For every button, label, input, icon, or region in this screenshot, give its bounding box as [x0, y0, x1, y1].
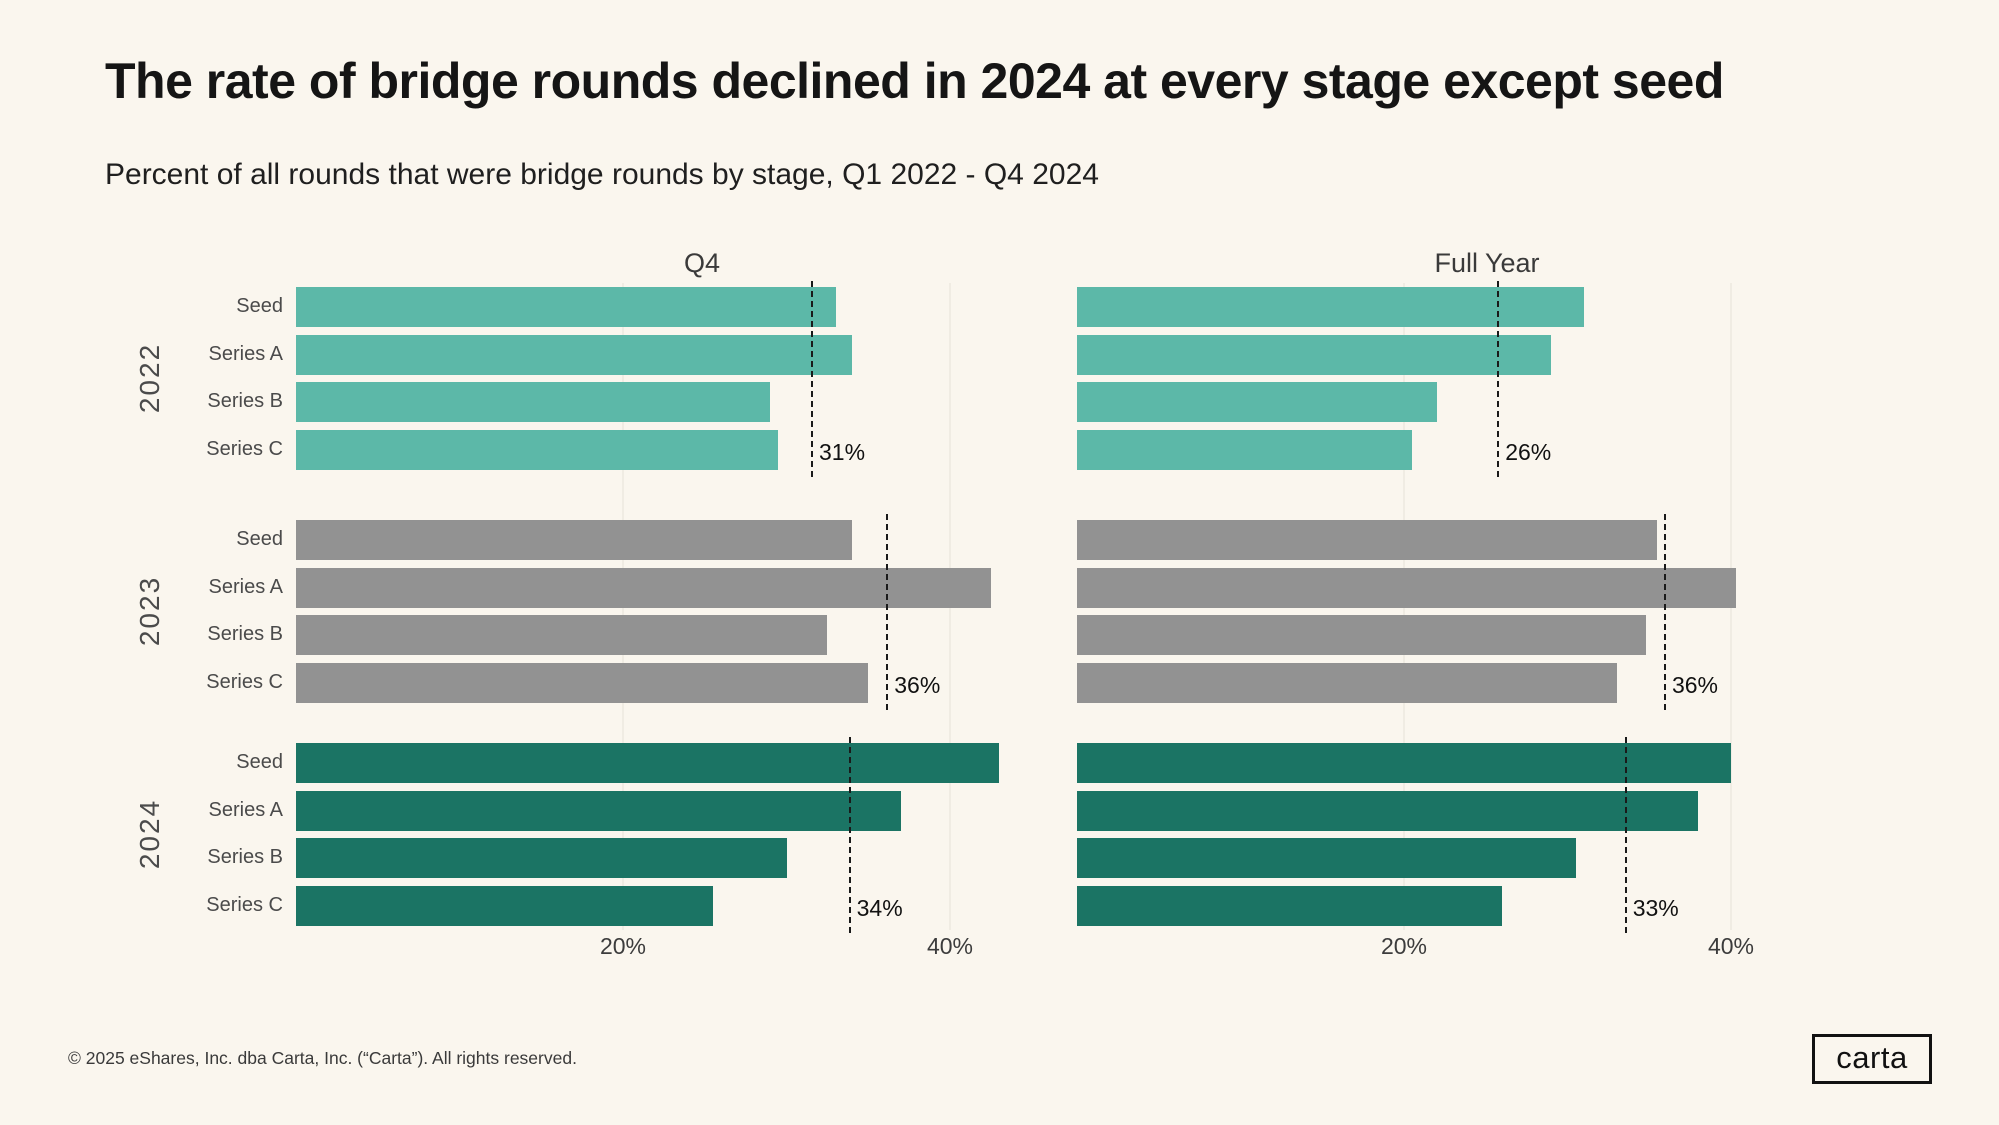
row-label-series-b-2022: Series B — [207, 390, 283, 412]
bar-2024-seed-full-year — [1077, 743, 1731, 783]
x-tick-label-20-full-year: 20% — [1380, 933, 1428, 959]
average-label-2024-full-year: 33% — [1632, 895, 1679, 921]
bar-2024-series-a-full-year — [1077, 790, 1699, 831]
chart-title: The rate of bridge rounds declined in 20… — [105, 53, 1724, 109]
row-label-series-c-2024: Series C — [206, 893, 283, 916]
bar-2023-seed-q4 — [296, 520, 852, 560]
row-label-series-a-2023: Series A — [208, 575, 283, 598]
row-label-series-a-2024: Series A — [208, 798, 283, 821]
copyright-note: © 2025 eShares, Inc. dba Carta, Inc. (“C… — [68, 1048, 577, 1068]
bar-2023-series-b-full-year — [1077, 615, 1646, 655]
average-line-2024-q4 — [848, 737, 851, 933]
row-label-series-c-2022: Series C — [206, 437, 283, 460]
carta-logo: carta — [1812, 1034, 1932, 1084]
average-line-2023-q4 — [886, 514, 889, 710]
average-line-2022-q4 — [811, 281, 814, 477]
carta-logo-text: carta — [1836, 1040, 1908, 1075]
average-label-2024-q4: 34% — [856, 895, 903, 921]
bar-2023-series-a-q4 — [296, 567, 991, 608]
row-label-series-b-2023: Series B — [207, 623, 283, 645]
row-label-series-a-2022: Series A — [208, 342, 283, 365]
bar-2023-series-c-full-year — [1077, 662, 1617, 703]
row-label-seed-2024: Seed — [236, 751, 283, 773]
average-label-2022-q4: 31% — [819, 439, 866, 465]
row-label-seed-2022: Seed — [236, 295, 283, 317]
bar-2022-series-b-q4 — [296, 382, 771, 422]
bar-2023-series-b-q4 — [296, 615, 828, 655]
bar-2022-series-c-q4 — [296, 429, 779, 470]
average-line-2023-full-year — [1663, 514, 1666, 710]
row-label-series-c-2023: Series C — [206, 670, 283, 693]
x-tick-label-20-q4: 20% — [599, 933, 647, 959]
bar-2022-series-b-full-year — [1077, 382, 1437, 422]
chart-subtitle: Percent of all rounds that were bridge r… — [105, 158, 1099, 191]
average-line-2024-full-year — [1624, 737, 1627, 933]
year-label-2024: 2024 — [134, 798, 165, 870]
bar-2022-seed-full-year — [1077, 287, 1584, 327]
bar-2022-series-c-full-year — [1077, 429, 1413, 470]
bar-2022-series-a-q4 — [296, 334, 852, 375]
average-label-2023-q4: 36% — [894, 672, 941, 698]
panel-title-q4: Q4 — [683, 248, 721, 278]
panel-title-full-year: Full Year — [1434, 248, 1540, 278]
year-label-2022: 2022 — [134, 342, 165, 414]
bar-2023-series-a-full-year — [1077, 567, 1736, 608]
x-tick-label-40-full-year: 40% — [1707, 933, 1755, 959]
bar-2024-seed-q4 — [296, 743, 1000, 783]
average-label-2022-full-year: 26% — [1505, 439, 1552, 465]
row-label-series-b-2024: Series B — [207, 846, 283, 868]
x-tick-label-40-q4: 40% — [926, 933, 974, 959]
bar-2022-seed-q4 — [296, 287, 836, 327]
year-label-2023: 2023 — [134, 575, 165, 647]
bar-2023-seed-full-year — [1077, 520, 1658, 560]
average-label-2023-full-year: 36% — [1671, 672, 1718, 698]
bar-2024-series-b-q4 — [296, 838, 787, 878]
bar-2024-series-c-full-year — [1077, 885, 1503, 926]
bar-2024-series-c-q4 — [296, 885, 713, 926]
average-line-2022-full-year — [1497, 281, 1500, 477]
bar-2024-series-b-full-year — [1077, 838, 1576, 878]
bar-2023-series-c-q4 — [296, 662, 869, 703]
row-label-seed-2023: Seed — [236, 528, 283, 550]
bar-2024-series-a-q4 — [296, 790, 901, 831]
bar-2022-series-a-full-year — [1077, 334, 1552, 375]
